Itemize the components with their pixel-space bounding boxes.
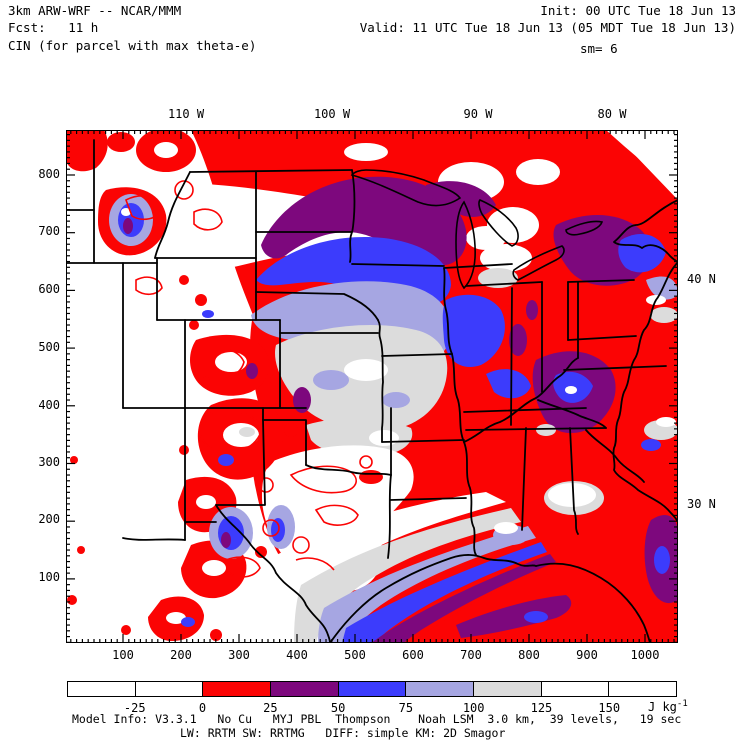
- cin-zero-contour-layer: [125, 180, 373, 578]
- model-info-line2: LW: RRTM SW: RRTMG DIFF: simple KM: 2D S…: [180, 726, 506, 740]
- axis-label-bottom: 800: [518, 648, 540, 662]
- colorbar-tick-label: 50: [330, 701, 346, 715]
- valid-time: Valid: 11 UTC Tue 18 Jun 13 (05 MDT Tue …: [359, 20, 736, 35]
- field-title: CIN (for parcel with max theta-e): [8, 38, 257, 53]
- colorbar-segment: [608, 682, 677, 696]
- model-info-line1: Model Info: V3.3.1 No Cu MYJ PBL Thompso…: [72, 712, 682, 726]
- axis-label-bottom: 500: [344, 648, 366, 662]
- colorbar-tick-label: 150: [598, 701, 621, 715]
- axis-label-left: 800: [38, 167, 60, 181]
- axis-label-left: 100: [38, 570, 60, 584]
- cin-fill-layer: [66, 130, 678, 643]
- axis-label-left: 600: [38, 282, 60, 296]
- model-title: 3km ARW-WRF -- NCAR/MMM: [8, 3, 182, 18]
- axis-label-top: 100 W: [313, 107, 351, 121]
- colorbar-segment: [473, 682, 541, 696]
- axis-label-right: 30 N: [687, 497, 716, 511]
- axis-label-left: 300: [38, 455, 60, 469]
- colorbar-tick-label: 0: [198, 701, 207, 715]
- colorbar-segment: [270, 682, 338, 696]
- forecast-hour: Fcst: 11 h: [8, 20, 99, 35]
- colorbar-segment: [337, 682, 406, 696]
- axis-label-left: 700: [38, 224, 60, 238]
- axis-label-top: 90 W: [463, 107, 493, 121]
- axis-label-bottom: 900: [576, 648, 598, 662]
- axis-label-bottom: 700: [460, 648, 482, 662]
- smoothing-label: sm= 6: [580, 41, 618, 56]
- axis-label-left: 500: [38, 340, 60, 354]
- axis-label-bottom: 1000: [630, 648, 660, 662]
- colorbar-tick-label: 25: [263, 701, 278, 715]
- colorbar-segment: [134, 682, 203, 696]
- colorbar-segment: [405, 682, 474, 696]
- axis-label-right: 40 N: [687, 272, 716, 286]
- init-time: Init: 00 UTC Tue 18 Jun 13: [540, 3, 736, 18]
- colorbar-tick-label: 75: [398, 701, 414, 715]
- colorbar-segment: [202, 682, 271, 696]
- colorbar-tick-label: -25: [123, 701, 146, 715]
- colorbar-tick-label: 125: [530, 701, 553, 715]
- axis-label-top: 80 W: [597, 107, 627, 121]
- colorbar-segment: [68, 682, 135, 696]
- colorbar-tick-label: 100: [462, 701, 485, 715]
- axis-label-bottom: 200: [170, 648, 192, 662]
- colorbar-unit: J kg-1: [648, 699, 688, 714]
- cin-colorbar: [67, 681, 677, 697]
- axis-label-bottom: 100: [112, 648, 134, 662]
- axis-label-left: 200: [38, 512, 60, 526]
- cin-map: [66, 130, 678, 643]
- cin-map-canvas: [66, 130, 678, 643]
- axis-label-left: 400: [38, 398, 60, 412]
- state-borders-layer: [66, 139, 678, 643]
- axis-label-bottom: 300: [228, 648, 250, 662]
- axis-label-bottom: 600: [402, 648, 424, 662]
- axis-label-bottom: 400: [286, 648, 308, 662]
- axis-label-top: 110 W: [167, 107, 205, 121]
- colorbar-segment: [540, 682, 609, 696]
